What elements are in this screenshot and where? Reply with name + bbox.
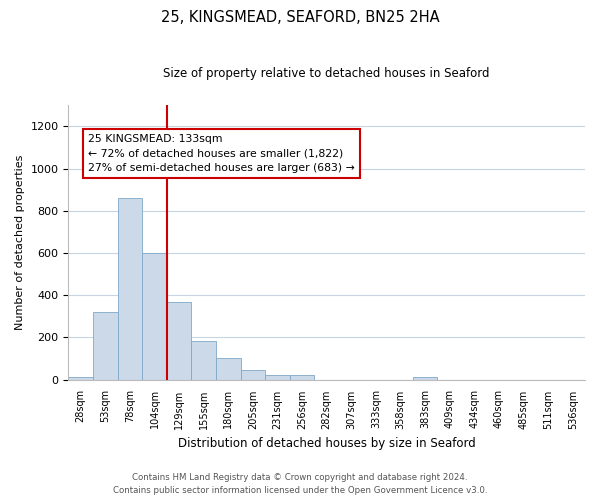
Bar (290, 376, 314, 380)
Bar (142, 253, 167, 380)
X-axis label: Distribution of detached houses by size in Seaford: Distribution of detached houses by size … (178, 437, 476, 450)
Bar (241, 370, 265, 380)
Bar (216, 358, 241, 380)
Text: 25 KINGSMEAD: 133sqm
← 72% of detached houses are smaller (1,822)
27% of semi-de: 25 KINGSMEAD: 133sqm ← 72% of detached h… (88, 134, 355, 173)
Title: Size of property relative to detached houses in Seaford: Size of property relative to detached ho… (163, 68, 490, 80)
Bar (68, 378, 93, 380)
Text: Contains HM Land Registry data © Crown copyright and database right 2024.
Contai: Contains HM Land Registry data © Crown c… (113, 474, 487, 495)
Text: 25, KINGSMEAD, SEAFORD, BN25 2HA: 25, KINGSMEAD, SEAFORD, BN25 2HA (161, 10, 439, 25)
Bar (167, 302, 191, 380)
Bar (93, 312, 118, 380)
Y-axis label: Number of detached properties: Number of detached properties (15, 154, 25, 330)
Bar (413, 378, 437, 380)
Bar (118, 198, 142, 380)
Bar (191, 340, 216, 380)
Bar (265, 376, 290, 380)
